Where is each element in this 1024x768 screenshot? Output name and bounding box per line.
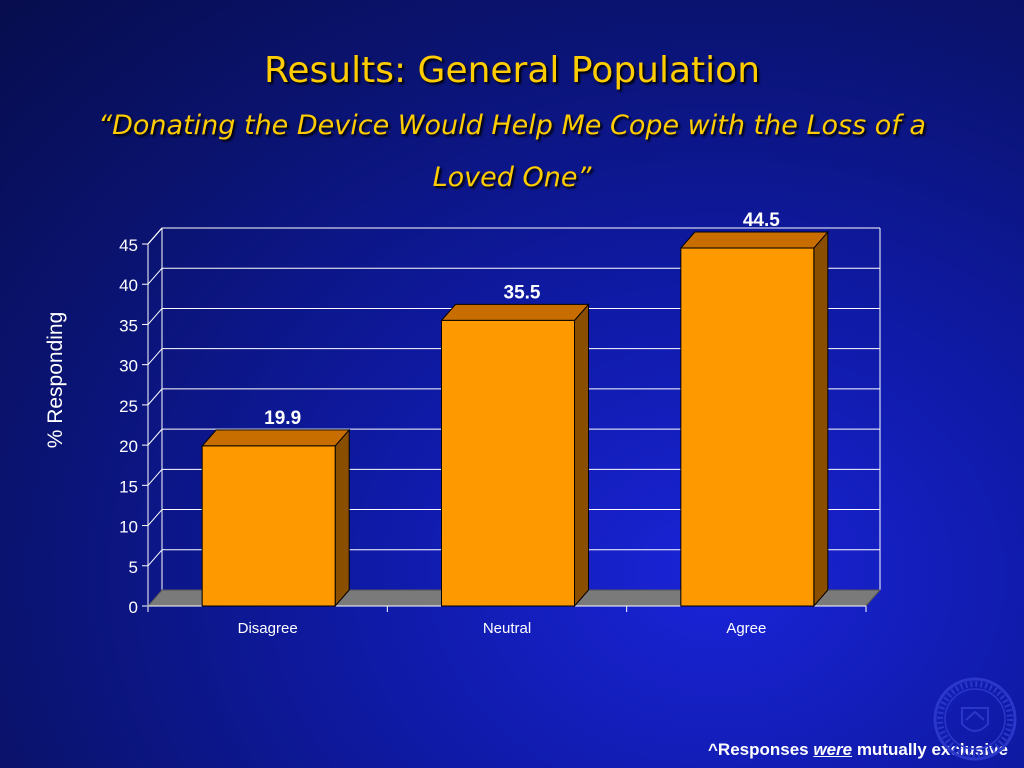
bar	[441, 319, 575, 607]
y-tick-label: 20	[119, 437, 138, 456]
gridline-side	[147, 469, 163, 486]
bar-top	[201, 429, 351, 447]
footnote: ^Responses were mutually exclusive	[708, 740, 1008, 760]
bar-top	[679, 231, 829, 249]
y-tick-label: 45	[119, 236, 138, 255]
bar-side	[574, 303, 589, 608]
institution-seal-logo	[933, 677, 1017, 761]
slide-title: Results: General Population	[263, 50, 761, 91]
gridline-side	[147, 308, 163, 325]
bar	[201, 445, 336, 607]
data-label: 44.5	[743, 210, 780, 231]
footnote-emphasis: were	[813, 740, 853, 759]
gridline-side	[147, 549, 163, 567]
footnote-suffix: mutually exclusive	[852, 740, 1008, 759]
y-tick-label: 10	[119, 518, 138, 537]
bar-side	[334, 428, 350, 608]
bar-top	[440, 303, 590, 321]
x-tick-label: Agree	[726, 620, 766, 637]
y-tick-label: 25	[119, 397, 138, 416]
gridline-side	[147, 428, 163, 446]
footnote-prefix: ^Responses	[707, 740, 814, 759]
y-tick-label: 5	[129, 558, 138, 577]
slide-subtitle: “Donating the Device Would Help Me Cope …	[98, 110, 926, 193]
x-tick-label: Neutral	[483, 620, 531, 637]
bar-side	[813, 230, 829, 608]
y-tick-label: 30	[119, 357, 138, 376]
y-tick-label: 35	[119, 316, 138, 335]
chart-bars	[201, 230, 829, 608]
y-axis-top-edge	[147, 227, 163, 245]
gridline-side	[147, 348, 163, 365]
gridline-side	[147, 509, 163, 526]
gridline-side	[147, 267, 163, 285]
y-tick-label: 0	[129, 598, 138, 617]
y-tick-label: 15	[119, 477, 138, 496]
data-label: 19.9	[264, 408, 301, 429]
data-label: 35.5	[504, 282, 541, 303]
y-tick-label: 40	[119, 276, 138, 295]
x-tick-label: Disagree	[238, 620, 298, 637]
bar	[680, 247, 815, 607]
chart-labels: 0 5 10 15 20 25 30 35 40 45 19.9 Disagree 35.5 Neutra…	[119, 210, 780, 637]
gridline-side	[147, 388, 163, 406]
